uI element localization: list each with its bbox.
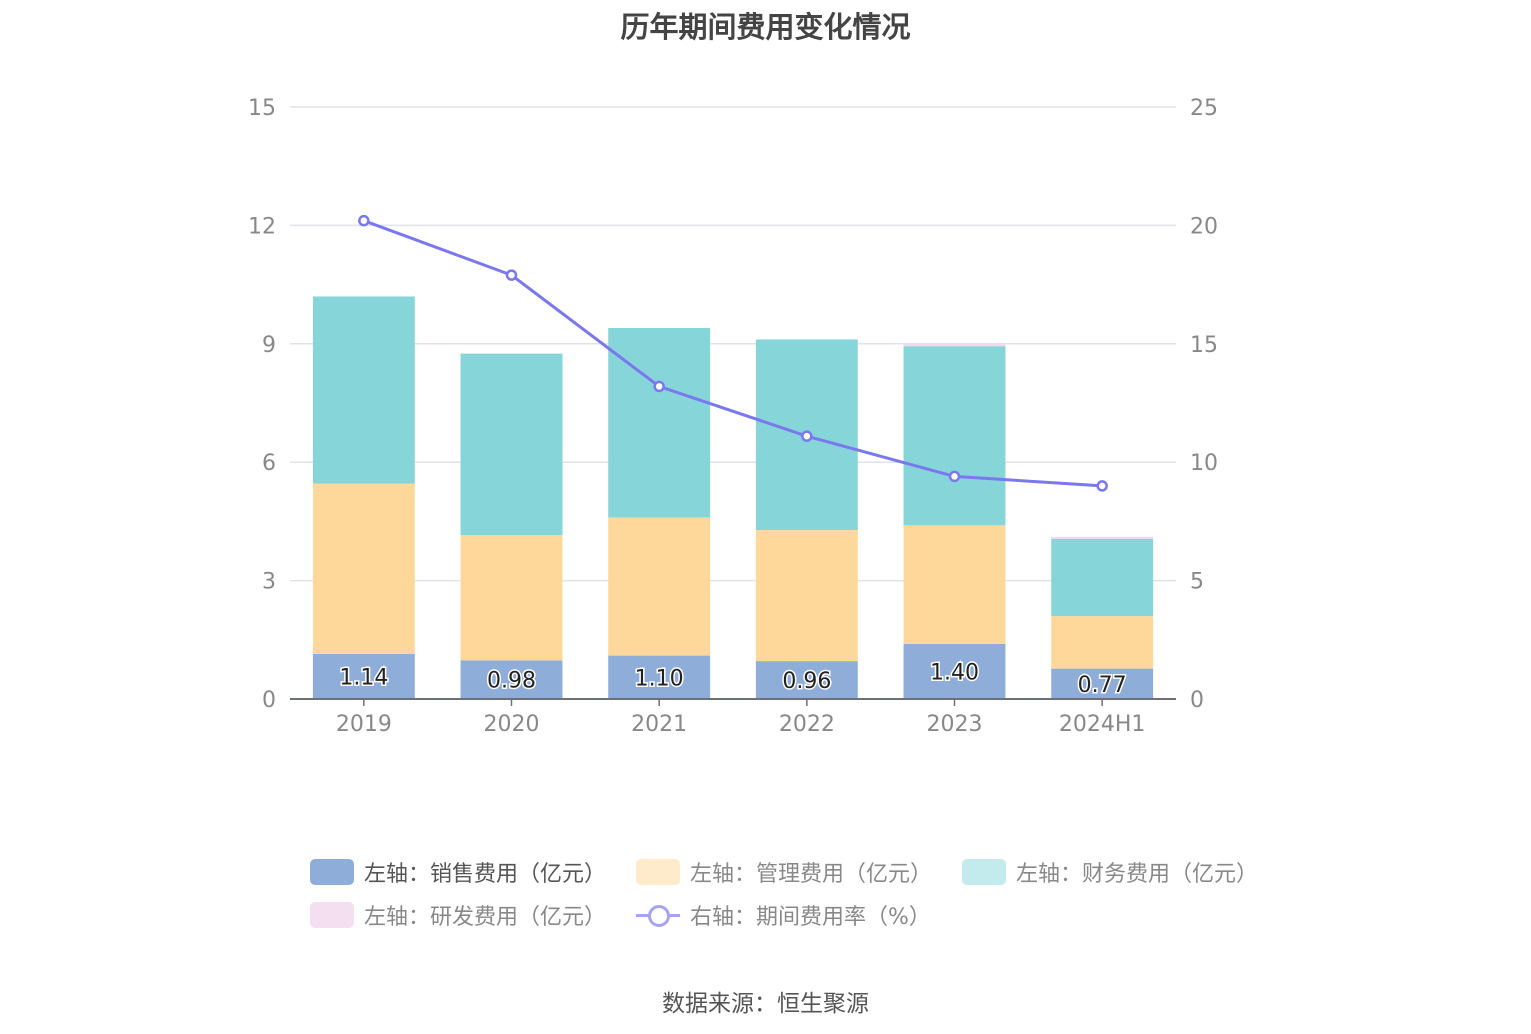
axes: 0 3 6 9 12 15 0 5 10 15 20 25 2019 2020 2021 2022 2023 20…	[248, 96, 1218, 737]
bar-data-label: 0.77	[1078, 673, 1127, 698]
y-left-tick-label: 6	[262, 451, 276, 476]
y-right-tick-label: 25	[1190, 96, 1218, 121]
line-series	[358, 214, 1108, 492]
bar-segment	[608, 328, 711, 518]
legend: 左轴：销售费用（亿元） 左轴：管理费用（亿元） 左轴：财务费用（亿元） 左轴：研…	[310, 850, 1258, 936]
y-right-tick-label: 5	[1190, 570, 1204, 595]
y-right-tick-label: 10	[1190, 451, 1218, 476]
legend-label-admin: 左轴：管理费用（亿元）	[690, 861, 933, 887]
y-left-tick-label: 3	[262, 570, 276, 595]
bar-segment	[460, 535, 563, 661]
bar-series	[312, 296, 1154, 699]
bar-data-label: 1.10	[635, 666, 684, 691]
x-tick-label: 2024H1	[1059, 712, 1146, 737]
data-source: 数据来源：恒生聚源	[662, 991, 869, 1017]
y-right-tick-label: 0	[1190, 688, 1204, 713]
bar-segment	[1051, 668, 1154, 699]
x-tick-label: 2023	[927, 712, 983, 737]
legend-swatch-admin	[636, 858, 681, 885]
expense-rate-line	[363, 219, 1103, 488]
x-tick-label: 2019	[336, 712, 392, 737]
bar-segment	[1051, 536, 1154, 539]
legend-swatch-finance	[962, 858, 1007, 885]
x-tick-label: 2020	[484, 712, 540, 737]
bar-data-label: 0.98	[487, 669, 536, 694]
legend-row-1: 左轴：销售费用（亿元） 左轴：管理费用（亿元） 左轴：财务费用（亿元）	[310, 850, 1258, 893]
bar-segment	[903, 525, 1006, 644]
legend-label-expense-rate: 右轴：期间费用率（%）	[690, 904, 931, 930]
bar-segment	[608, 655, 711, 699]
legend-label-sales: 左轴：销售费用（亿元）	[364, 861, 607, 887]
bar-data-label: 1.40	[930, 660, 979, 685]
bar-segment	[460, 353, 563, 536]
bar-segment	[312, 483, 415, 655]
bar-segment	[1051, 538, 1154, 617]
legend-swatch-expense-rate	[636, 902, 681, 928]
legend-swatch-rd	[310, 901, 354, 928]
chart-plot: 1.14 0.98 1.10 0.96 1.40 0.77 0 3 6 9 12 15 0 5 10 15 2…	[248, 96, 1218, 737]
legend-swatch-sales	[310, 858, 354, 885]
expense-rate-point	[505, 269, 518, 281]
bar-data-label: 0.96	[782, 669, 831, 694]
legend-label-rd: 左轴：研发费用（亿元）	[364, 904, 607, 930]
y-left-tick-label: 12	[248, 214, 276, 239]
chart-title: 历年期间费用变化情况	[620, 10, 911, 44]
expense-rate-point	[1096, 480, 1108, 492]
bar-segment	[1051, 616, 1154, 669]
expense-rate-point	[358, 214, 370, 227]
bar-segment	[755, 661, 858, 699]
bar-segment	[903, 643, 1006, 699]
bar-segment	[460, 660, 563, 699]
expense-rate-point	[801, 430, 813, 442]
legend-item-expense-rate[interactable]: 右轴：期间费用率（%）	[636, 899, 931, 931]
y-left-tick-label: 0	[262, 688, 276, 713]
y-left-tick-label: 9	[262, 333, 276, 358]
x-tick-label: 2022	[779, 712, 835, 737]
legend-item-admin[interactable]: 左轴：管理费用（亿元）	[636, 856, 932, 888]
legend-item-sales[interactable]: 左轴：销售费用（亿元）	[310, 856, 606, 888]
y-right-tick-label: 20	[1190, 214, 1218, 239]
bar-data-labels: 1.14 0.98 1.10 0.96 1.40 0.77	[338, 659, 1128, 699]
bar-segment	[903, 344, 1006, 347]
expense-rate-point	[948, 470, 961, 483]
bar-segment	[312, 296, 415, 484]
y-left-tick-label: 15	[248, 96, 276, 121]
grid-lines	[290, 106, 1176, 582]
legend-item-finance[interactable]: 左轴：财务费用（亿元）	[962, 856, 1258, 888]
x-tick-label: 2021	[631, 712, 687, 737]
expense-rate-point	[653, 380, 665, 393]
bar-segment	[608, 517, 711, 656]
bar-data-label: 1.14	[339, 666, 388, 691]
legend-label-finance: 左轴：财务费用（亿元）	[1016, 861, 1259, 887]
bar-segment	[903, 346, 1006, 526]
legend-row-2: 左轴：研发费用（亿元） 右轴：期间费用率（%）	[310, 893, 1250, 936]
legend-item-rd[interactable]: 左轴：研发费用（亿元）	[310, 899, 606, 931]
y-right-tick-label: 15	[1190, 333, 1218, 358]
bar-segment	[755, 530, 858, 662]
bar-segment	[312, 654, 415, 699]
